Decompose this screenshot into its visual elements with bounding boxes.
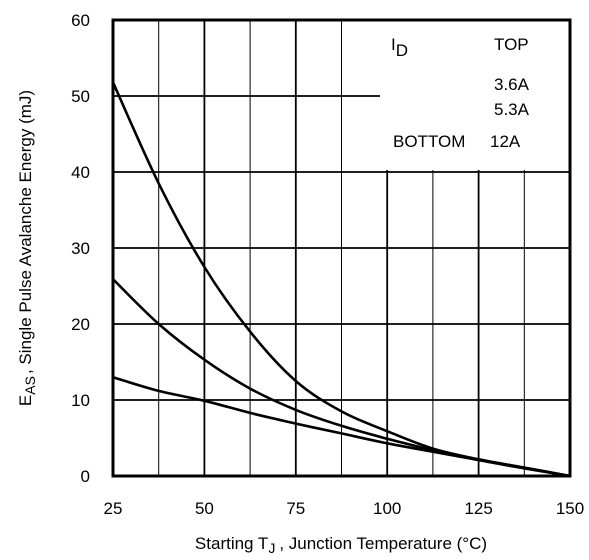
legend-entry-12a: 12A (490, 132, 521, 151)
x-tick-label: 100 (373, 499, 401, 518)
x-axis-label-rest: , Junction Temperature (°C) (279, 534, 487, 553)
legend-header: ID (391, 35, 408, 60)
series-curves (111, 81, 571, 478)
y-tick-label: 50 (71, 87, 90, 106)
y-tick-labels: 0 10 20 30 40 50 60 (71, 11, 90, 486)
y-tick-label: 30 (71, 239, 90, 258)
x-tick-label: 75 (286, 499, 305, 518)
y-axis-label: EAS , Single Pulse Avalanche Energy (mJ) (16, 90, 38, 406)
y-tick-label: 10 (71, 391, 90, 410)
y-tick-label: 60 (71, 11, 90, 30)
legend-bottom-label: BOTTOM (393, 132, 465, 151)
x-tick-labels: 25 50 75 100 125 150 (104, 499, 585, 518)
y-axis-label-rest: , Single Pulse Avalanche Energy (mJ) (16, 90, 35, 374)
x-tick-label: 125 (464, 499, 492, 518)
y-axis-label-main: E (16, 395, 35, 406)
y-tick-label: 0 (81, 467, 90, 486)
y-axis-label-sub: AS (22, 376, 38, 395)
legend-top-label: TOP (494, 35, 529, 54)
x-tick-label: 150 (556, 499, 584, 518)
legend: ID TOP 3.6A 5.3A BOTTOM 12A (391, 35, 530, 151)
legend-entry-5-3a: 5.3A (494, 100, 530, 119)
x-axis-label-sub: J (268, 540, 275, 556)
legend-box (380, 20, 570, 170)
x-tick-label: 25 (104, 499, 123, 518)
x-tick-label: 50 (195, 499, 214, 518)
legend-header-symbol: I (391, 35, 396, 54)
series-line-12a (112, 375, 571, 478)
x-axis-label: Starting TJ, Junction Temperature (°C) (195, 534, 487, 556)
y-tick-label: 20 (71, 315, 90, 334)
y-tick-label: 40 (71, 163, 90, 182)
legend-entry-3-6a: 3.6A (494, 75, 530, 94)
x-axis-label-main: Starting T (195, 534, 268, 553)
legend-header-sub: D (396, 41, 408, 60)
plot-frame (111, 18, 572, 478)
